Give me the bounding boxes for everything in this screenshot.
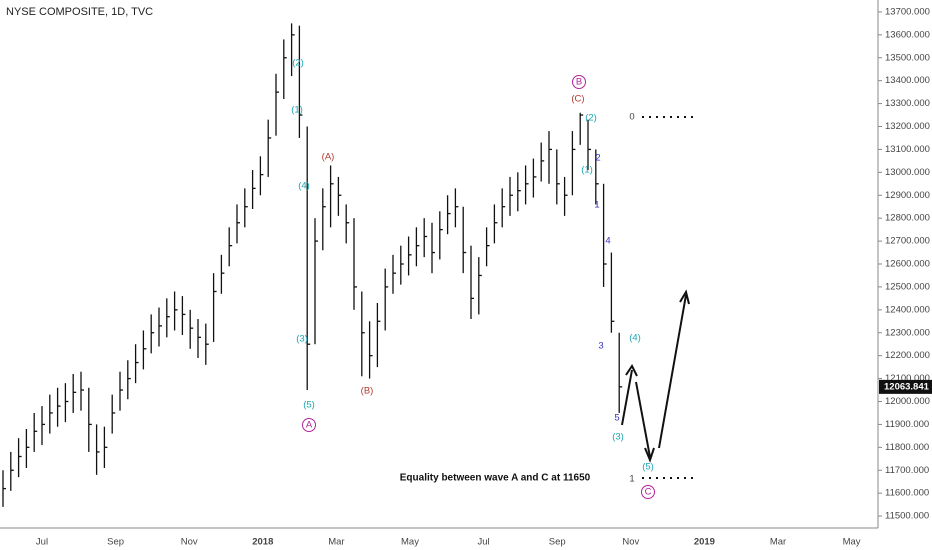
x-tick-label: Jul bbox=[36, 537, 48, 548]
y-tick-label: 12100.000 bbox=[885, 373, 930, 384]
last-price-box bbox=[879, 379, 932, 394]
wave-circle bbox=[641, 485, 655, 499]
y-tick-label: 12000.000 bbox=[885, 396, 930, 407]
fib-lines bbox=[642, 116, 693, 479]
y-tick-label: 13300.000 bbox=[885, 98, 930, 109]
annotation: 0 bbox=[629, 112, 634, 123]
arrow-head bbox=[644, 447, 655, 463]
annotation: (1) bbox=[291, 105, 303, 116]
x-tick-label: 2018 bbox=[252, 537, 273, 548]
arrow bbox=[635, 381, 651, 458]
annotation: 1 bbox=[629, 474, 634, 485]
annotation: 3 bbox=[598, 341, 603, 352]
annotation: (5) bbox=[642, 462, 654, 473]
annotation: 4 bbox=[605, 236, 610, 247]
y-tick-label: 13200.000 bbox=[885, 121, 930, 132]
y-tick-label: 11900.000 bbox=[885, 419, 929, 430]
x-tick-label: May bbox=[843, 537, 861, 548]
x-tick-label: Sep bbox=[107, 537, 124, 548]
annotation: 2 bbox=[595, 153, 600, 164]
y-tick-label: 13000.000 bbox=[885, 167, 930, 178]
annotation: 1 bbox=[594, 200, 599, 211]
annotation: (1) bbox=[581, 165, 593, 176]
annotation: Equality between wave A and C at 11650 bbox=[400, 473, 591, 484]
x-tick-label: 2019 bbox=[694, 537, 715, 548]
annotation: (5) bbox=[303, 400, 315, 411]
x-tick-label: Nov bbox=[181, 537, 198, 548]
x-tick-label: Sep bbox=[549, 537, 566, 548]
annotation: (4) bbox=[298, 181, 310, 192]
y-tick-label: 12400.000 bbox=[885, 304, 930, 315]
y-tick-label: 11700.000 bbox=[885, 465, 929, 476]
annotation: C bbox=[645, 487, 652, 498]
y-tick-label: 11500.000 bbox=[885, 511, 929, 522]
annotation: 5 bbox=[614, 413, 619, 424]
annotation: (3) bbox=[296, 334, 308, 345]
wave-circle bbox=[302, 418, 316, 432]
x-tick-label: Jul bbox=[478, 537, 490, 548]
y-tick-label: 12800.000 bbox=[885, 213, 930, 224]
x-tick-label: Nov bbox=[622, 537, 639, 548]
annotation: A bbox=[306, 420, 313, 431]
x-tick-label: Mar bbox=[328, 537, 344, 548]
y-tick-label: 12500.000 bbox=[885, 281, 930, 292]
last-price-label: 12063.841 bbox=[884, 381, 930, 392]
y-tick-label: 12700.000 bbox=[885, 236, 930, 247]
y-tick-label: 12600.000 bbox=[885, 259, 930, 270]
y-tick-label: 13700.000 bbox=[885, 6, 930, 17]
annotation: (A) bbox=[322, 152, 335, 163]
y-tick-label: 13100.000 bbox=[885, 144, 930, 155]
arrows bbox=[621, 289, 690, 463]
x-tick-label: May bbox=[401, 537, 419, 548]
y-tick-label: 11600.000 bbox=[885, 488, 929, 499]
y-tick-label: 13600.000 bbox=[885, 29, 930, 40]
annotation: (B) bbox=[361, 386, 374, 397]
x-tick-label: Mar bbox=[770, 537, 786, 548]
y-tick-label: 12300.000 bbox=[885, 327, 930, 338]
arrow-head bbox=[625, 364, 638, 377]
chart-title: NYSE COMPOSITE, 1D, TVC bbox=[6, 6, 153, 18]
y-tick-label: 13500.000 bbox=[885, 52, 930, 63]
arrow bbox=[658, 294, 687, 449]
y-tick-label: 11800.000 bbox=[885, 442, 929, 453]
wave-circle bbox=[572, 75, 586, 89]
y-tick-label: 12200.000 bbox=[885, 350, 930, 361]
annotation: (4) bbox=[629, 333, 641, 344]
annotation: (C) bbox=[571, 94, 584, 105]
annotation: (2) bbox=[585, 113, 597, 124]
annotation: (3) bbox=[612, 432, 624, 443]
y-tick-label: 12900.000 bbox=[885, 190, 930, 201]
annotation: B bbox=[576, 77, 582, 88]
y-tick-label: 13400.000 bbox=[885, 75, 930, 86]
arrow-head bbox=[679, 289, 690, 305]
arrow bbox=[621, 369, 633, 426]
annotation: (2) bbox=[292, 58, 304, 69]
